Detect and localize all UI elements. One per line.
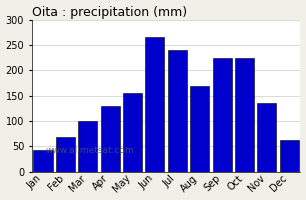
Bar xyxy=(33,150,53,172)
Bar xyxy=(101,106,120,172)
Bar xyxy=(280,140,299,172)
Bar xyxy=(235,58,254,172)
Bar xyxy=(123,93,142,172)
Bar xyxy=(190,86,209,172)
Bar xyxy=(257,103,276,172)
Bar xyxy=(56,137,75,172)
Bar xyxy=(213,58,232,172)
Text: www.allmetsat.com: www.allmetsat.com xyxy=(45,146,134,155)
Bar xyxy=(145,37,164,172)
Bar xyxy=(78,121,97,172)
Text: Oita : precipitation (mm): Oita : precipitation (mm) xyxy=(32,6,187,19)
Bar xyxy=(168,50,187,172)
